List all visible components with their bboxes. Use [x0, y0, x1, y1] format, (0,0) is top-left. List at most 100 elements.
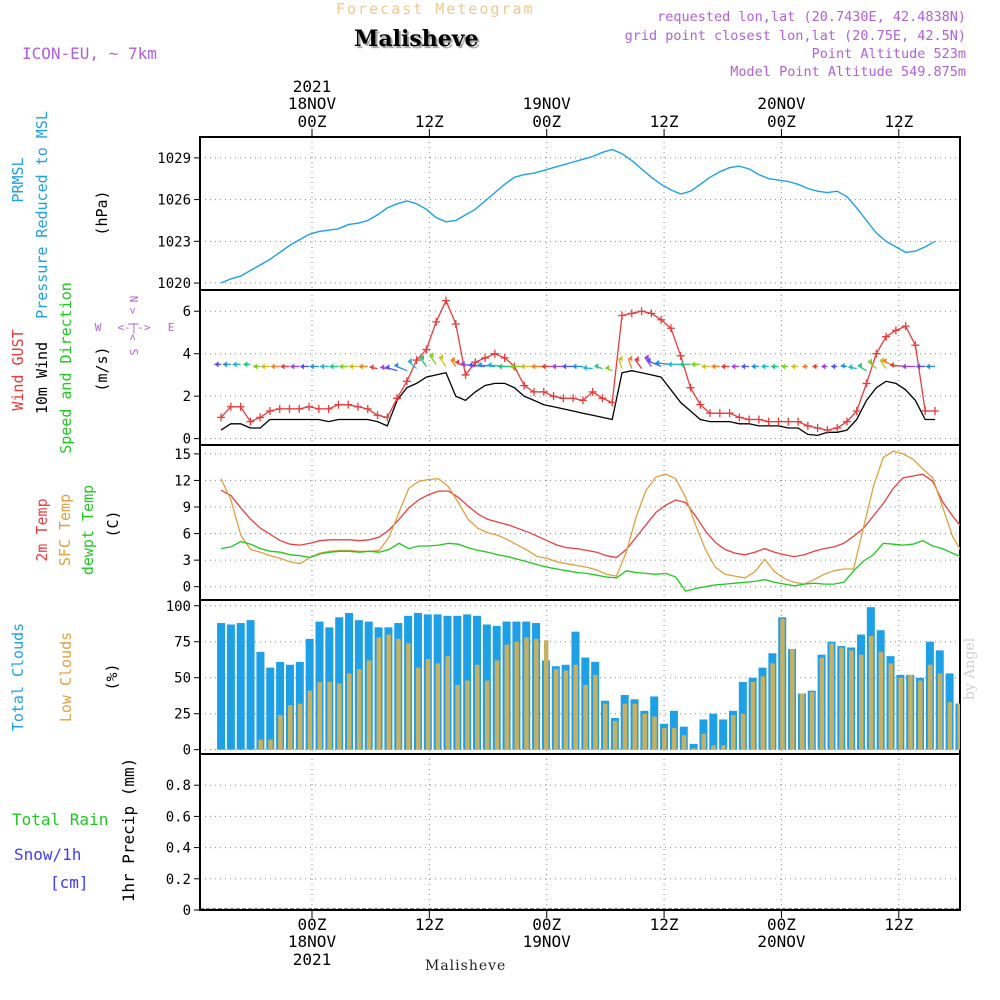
low-cloud-bar	[740, 713, 746, 750]
gust-marker	[872, 349, 881, 358]
top-date-label: 19NOV	[523, 94, 572, 113]
low-cloud-bar	[711, 745, 716, 750]
bottom-date-label: 18NOV	[288, 932, 337, 951]
gust-marker	[569, 394, 578, 403]
low-cloud-bar	[406, 643, 411, 750]
low-cloud-bar	[297, 703, 303, 750]
gust-marker	[921, 407, 930, 416]
wind-arrow-head	[290, 363, 295, 370]
ytick-label: 0	[183, 580, 191, 596]
low-cloud-bar	[750, 682, 756, 750]
wind-arrow-head	[320, 363, 325, 370]
gust-marker	[539, 387, 548, 396]
ytick-label: 1023	[157, 234, 191, 250]
ytick-label: 9	[183, 500, 191, 516]
gust-marker	[295, 404, 304, 413]
low-cloud-bar	[337, 683, 342, 750]
ytick-label: 6	[183, 304, 191, 320]
low-cloud-bar	[819, 657, 825, 750]
gust-marker	[500, 353, 509, 362]
gust-marker	[618, 311, 627, 320]
wind-arrow-head	[369, 364, 374, 371]
gust-marker	[647, 309, 656, 318]
wind-arrow	[438, 356, 447, 367]
gust-marker	[246, 417, 255, 426]
model-point-altitude: Model Point Altitude 549.875m	[730, 64, 966, 80]
wind-arrow-head	[821, 363, 826, 370]
wind-arrow-head	[605, 364, 610, 371]
wind-arrow-head	[857, 362, 862, 369]
wind-arrow-head	[889, 362, 894, 369]
top-hour-label: 00Z	[767, 112, 796, 131]
low-cloud-bar	[356, 669, 362, 750]
tsfc-line	[220, 450, 960, 585]
total-cloud-bar	[236, 623, 245, 750]
ytick-label: 1020	[157, 276, 191, 292]
gust-marker	[774, 417, 783, 426]
low-cloud-bar	[612, 720, 618, 750]
low-cloud-bar	[573, 664, 578, 750]
wind-arrow-head	[385, 364, 390, 371]
gust-marker	[823, 426, 832, 435]
ytick-label: 50	[174, 671, 191, 687]
wind-arrow-head	[309, 363, 314, 370]
low-cloud-bar	[829, 643, 834, 750]
low-cloud-bar	[376, 637, 382, 750]
gust-marker	[226, 402, 235, 411]
top-hour-label: 00Z	[532, 112, 561, 131]
wind-arrow-head	[667, 361, 672, 368]
gust-marker	[803, 421, 812, 430]
wind-arrow-head	[721, 363, 726, 370]
total-clouds-label: Total Clouds	[9, 623, 27, 731]
gust-marker	[490, 349, 499, 358]
panel-precip: 0 0.2 0.4 0.6 0.8	[166, 753, 961, 919]
gust-marker	[324, 404, 333, 413]
wind-arrow-head	[848, 364, 853, 371]
wind-arrow-head	[572, 363, 577, 370]
low-cloud-bar	[809, 692, 815, 750]
low-cloud-bar	[957, 703, 960, 750]
model-label: ICON-EU, ~ 7km	[22, 44, 157, 63]
gust-marker	[305, 402, 314, 411]
low-cloud-bar	[652, 716, 657, 750]
ytick-label: 0.4	[166, 841, 191, 857]
wind-arrow-head	[487, 361, 492, 368]
low-cloud-bar	[445, 656, 450, 750]
gust-marker	[598, 394, 607, 403]
wind-arrow-head	[655, 359, 660, 366]
wind-arrow-head	[582, 364, 587, 371]
low-cloud-bar	[681, 735, 687, 750]
ytick-label: 15	[174, 447, 191, 463]
gust-marker	[373, 411, 382, 420]
low-cloud-bar	[415, 667, 421, 750]
low-cloud-bar	[927, 664, 933, 750]
compass-ew-axis: <-|->	[117, 321, 150, 334]
wind-arrow-head	[901, 363, 906, 370]
low-cloud-bar	[524, 637, 529, 750]
gust-marker	[353, 402, 362, 411]
clouds-unit: (%)	[103, 663, 121, 690]
ytick-label: 0	[183, 743, 191, 759]
total-cloud-bar	[246, 620, 255, 750]
bottom-year-label: 2021	[293, 950, 332, 969]
gust-marker	[383, 413, 392, 422]
wind-arrow-head	[439, 354, 444, 361]
low-cloud-bar	[494, 660, 500, 750]
wind-arrow	[644, 356, 652, 367]
wind-arrow-head	[348, 363, 353, 370]
gust-marker	[764, 417, 773, 426]
precip-unit: 1hr Precip (mm)	[119, 758, 138, 903]
ytick-label: 0.8	[166, 778, 191, 794]
total-cloud-bar	[709, 713, 718, 750]
wind-arrow	[429, 354, 437, 365]
dewpt-line	[220, 539, 960, 592]
low-cloud-bar	[583, 684, 588, 750]
wind-arrow-head	[925, 363, 930, 370]
low-cloud-bar	[898, 677, 903, 750]
bottom-hour-label: 12Z	[415, 915, 444, 934]
ytick-label: 0.6	[166, 809, 191, 825]
low-cloud-bar	[386, 634, 391, 750]
ytick-label: 25	[174, 707, 191, 723]
low-cloud-bar	[563, 670, 569, 750]
pressure-unit: (hPa)	[93, 190, 111, 235]
